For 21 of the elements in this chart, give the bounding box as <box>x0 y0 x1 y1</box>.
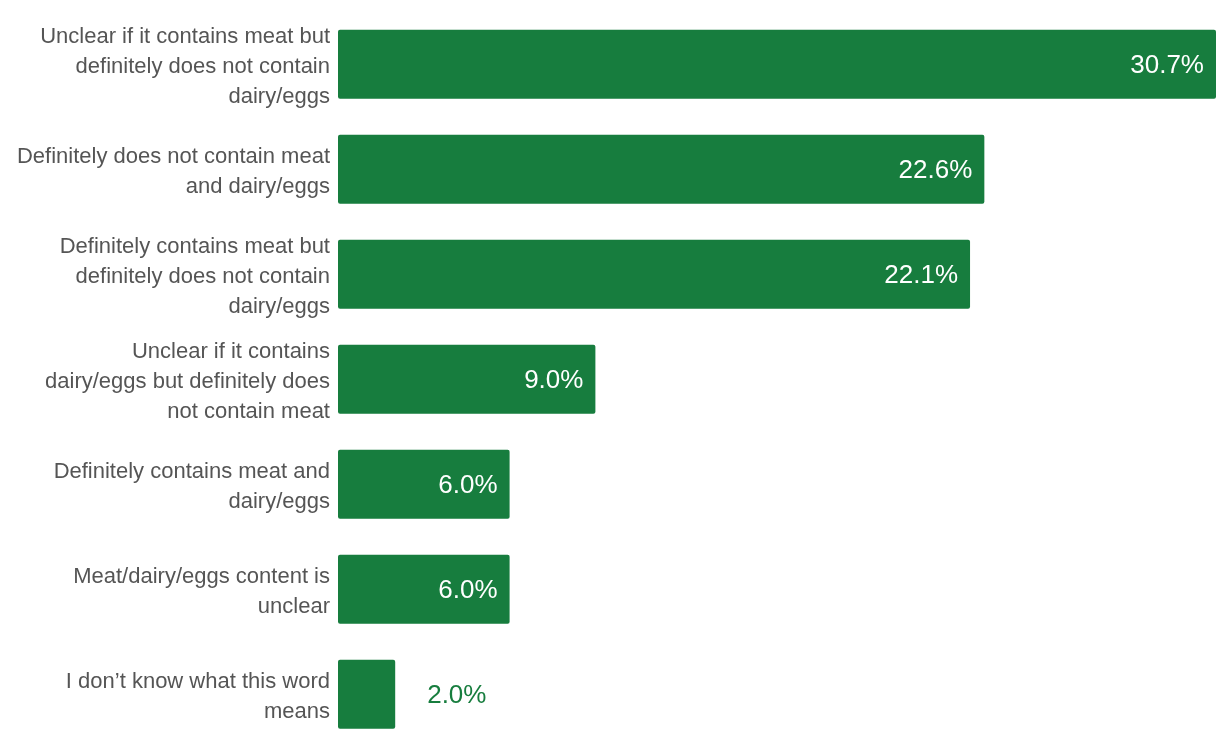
bar <box>338 344 596 414</box>
y-tick-label: I don’t know what this word means <box>65 667 330 722</box>
data-label: 22.1% <box>884 259 959 290</box>
bar <box>338 29 1216 99</box>
y-tick-label: Unclear if it contains dairy/eggs but definitely does not contain meat <box>45 337 330 422</box>
bar <box>338 239 971 309</box>
y-tick-label: Unclear if it contains meat but definitely does not contain dairy/eggs <box>40 22 330 107</box>
bar <box>338 659 396 729</box>
y-tick-label: Definitely does not contain meat and dairy/eggs <box>16 142 330 197</box>
data-label: 30.7% <box>1130 49 1204 80</box>
bar <box>338 449 510 519</box>
y-tick-label: Definitely contains meat but definitely does not contain dairy/eggs <box>59 232 330 317</box>
y-tick-label: Definitely contains meat and dairy/eggs <box>53 457 330 512</box>
data-label: 6.0% <box>438 469 498 500</box>
data-label: 6.0% <box>438 574 498 605</box>
bar <box>338 134 985 204</box>
data-label: 2.0% <box>427 679 487 710</box>
data-label: 22.6% <box>898 154 973 185</box>
data-label: 9.0% <box>524 364 584 395</box>
y-tick-label: Meat/dairy/eggs content is unclear <box>73 562 330 617</box>
bar <box>338 554 510 624</box>
